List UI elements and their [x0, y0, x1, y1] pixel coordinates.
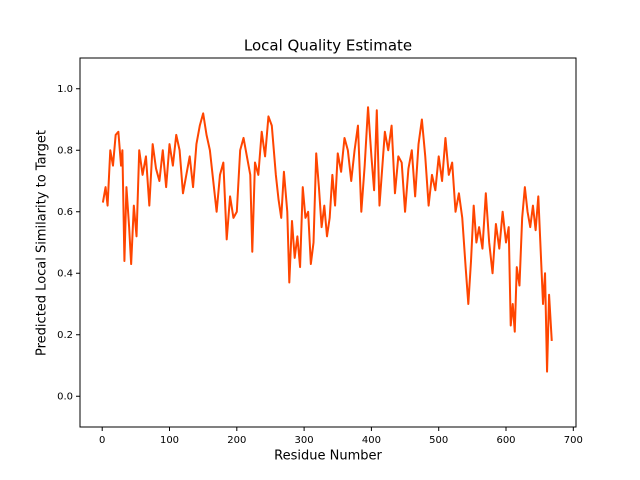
y-axis-label: Predicted Local Similarity to Target [35, 130, 50, 356]
x-axis-label: Residue Number [274, 449, 382, 464]
x-tick-label: 200 [227, 435, 246, 446]
y-tick-label: 1.0 [57, 84, 73, 95]
y-tick-label: 0.2 [57, 330, 73, 341]
y-tick-label: 0.4 [57, 268, 73, 279]
y-tick-label: 0.8 [57, 145, 73, 156]
x-tick-label: 0 [99, 435, 105, 446]
x-tick-label: 700 [564, 435, 583, 446]
y-tick-label: 0.6 [57, 207, 73, 218]
x-tick-label: 100 [160, 435, 179, 446]
x-tick-label: 600 [496, 435, 515, 446]
x-tick-label: 400 [362, 435, 381, 446]
plot-frame [79, 57, 577, 428]
chart-title: Local Quality Estimate [244, 37, 412, 55]
y-tick-label: 0.0 [57, 391, 73, 402]
line-series [101, 106, 553, 373]
x-tick-label: 500 [429, 435, 448, 446]
x-tick-label: 300 [295, 435, 314, 446]
